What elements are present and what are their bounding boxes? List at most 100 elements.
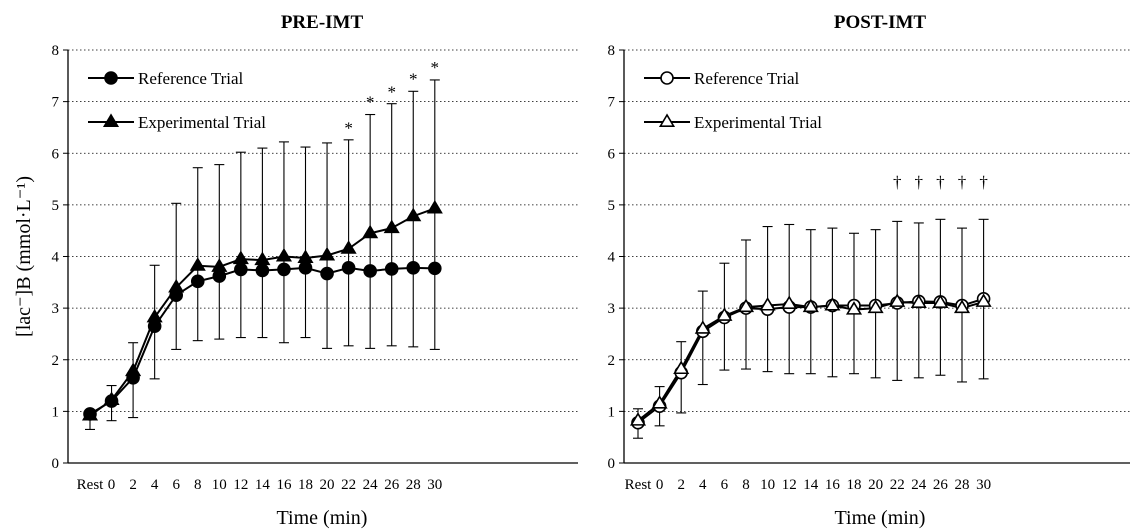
x-tick-label: 28	[955, 477, 970, 493]
significance-mark: †	[893, 173, 902, 192]
x-tick-label: 16	[276, 477, 292, 493]
y-tick-label: 0	[608, 456, 616, 472]
x-tick-label: 2	[677, 477, 685, 493]
y-tick-label: 5	[608, 198, 616, 214]
x-tick-label: 8	[194, 477, 202, 493]
series-1-point	[234, 262, 248, 277]
series-2-point	[340, 240, 357, 254]
series-2-point	[168, 278, 185, 293]
x-tick-label: 2	[129, 477, 137, 493]
significance-mark: *	[366, 93, 375, 112]
series-2-point	[232, 250, 249, 265]
series-2-point	[975, 293, 992, 307]
series-2-point	[405, 207, 422, 222]
significance-mark: *	[344, 118, 353, 137]
series-2-point	[867, 299, 884, 314]
y-tick-label: 4	[608, 250, 616, 266]
series-2-point	[125, 362, 142, 377]
significance-mark: *	[431, 58, 440, 77]
x-tick-label: 30	[427, 477, 442, 493]
x-tick-label: Rest	[625, 477, 653, 493]
series-2-point	[910, 294, 927, 308]
x-tick-label: 0	[656, 477, 664, 493]
series-2-point	[383, 219, 400, 234]
x-tick-label: 26	[384, 477, 400, 493]
significance-mark: †	[915, 173, 924, 192]
series-1-point	[363, 264, 377, 278]
x-tick-label: 16	[825, 477, 841, 493]
x-tick-label: 18	[298, 477, 313, 493]
series-2-point	[81, 406, 99, 421]
y-tick-label: 3	[608, 301, 616, 317]
y-tick-label: 4	[52, 250, 60, 266]
y-tick-label: 1	[608, 404, 616, 420]
series-2-point	[103, 391, 120, 406]
significance-mark: †	[979, 173, 988, 192]
series-2-point	[694, 320, 711, 334]
series-2-point	[845, 301, 863, 315]
x-tick-label: 12	[782, 477, 797, 493]
series-2-point	[146, 308, 163, 323]
y-tick-label: 5	[52, 198, 60, 214]
series-1-point	[406, 261, 421, 275]
series-1-point	[298, 261, 313, 275]
y-tick-label: 7	[52, 95, 60, 111]
series-2-point	[802, 298, 819, 313]
x-tick-label: 22	[890, 477, 905, 493]
series-1-point	[427, 261, 442, 276]
significance-mark: *	[409, 69, 418, 88]
series-2-point	[781, 295, 798, 309]
y-tick-label: 6	[52, 146, 60, 162]
series-2-point	[932, 294, 949, 308]
x-tick-label: 20	[868, 477, 883, 493]
legend-label: Reference Trial	[694, 69, 800, 88]
legend-label: Experimental Trial	[694, 113, 822, 132]
series-1-point	[384, 262, 399, 276]
x-tick-label: 24	[911, 477, 927, 493]
series-2-point	[759, 296, 776, 311]
legend-label: Experimental Trial	[138, 113, 266, 132]
legend-label: Reference Trial	[138, 69, 244, 88]
x-tick-label: 6	[172, 477, 180, 493]
x-tick-label: 4	[151, 477, 159, 493]
x-tick-label: 24	[363, 477, 379, 493]
series-2-point	[889, 293, 906, 307]
y-tick-label: 2	[608, 353, 616, 369]
significance-mark: †	[936, 173, 945, 192]
series-2-point	[651, 395, 668, 409]
y-tick-label: 7	[608, 95, 616, 111]
y-tick-label: 6	[608, 146, 616, 162]
series-1-point	[341, 261, 356, 275]
series-2-point	[211, 258, 228, 272]
series-1-point	[255, 263, 270, 278]
x-tick-label: 22	[341, 477, 356, 493]
x-tick-label: 26	[933, 477, 949, 493]
legend-marker	[102, 113, 120, 127]
series-1-point	[320, 266, 334, 281]
series-1-point	[212, 269, 227, 283]
y-tick-label: 8	[52, 43, 60, 59]
significance-mark: †	[958, 173, 967, 192]
significance-mark: *	[387, 82, 396, 101]
series-2-point	[953, 299, 971, 314]
series-2-point	[716, 307, 733, 321]
x-tick-label: 10	[212, 477, 227, 493]
x-tick-label: 12	[233, 477, 248, 493]
series-2-point	[254, 251, 271, 266]
x-tick-label: 28	[406, 477, 421, 493]
x-axis-label: Time (min)	[835, 507, 926, 529]
y-tick-label: 3	[52, 301, 60, 317]
y-tick-label: 2	[52, 353, 60, 369]
series-1-point	[190, 274, 205, 289]
chart-title: POST-IMT	[834, 12, 927, 33]
series-2-point	[297, 249, 314, 264]
x-axis-label: Time (min)	[277, 507, 368, 529]
legend-marker	[104, 71, 118, 85]
legend-marker	[658, 113, 676, 127]
x-tick-label: 30	[976, 477, 991, 493]
series-2-point	[189, 257, 206, 271]
x-tick-label: 8	[742, 477, 750, 493]
